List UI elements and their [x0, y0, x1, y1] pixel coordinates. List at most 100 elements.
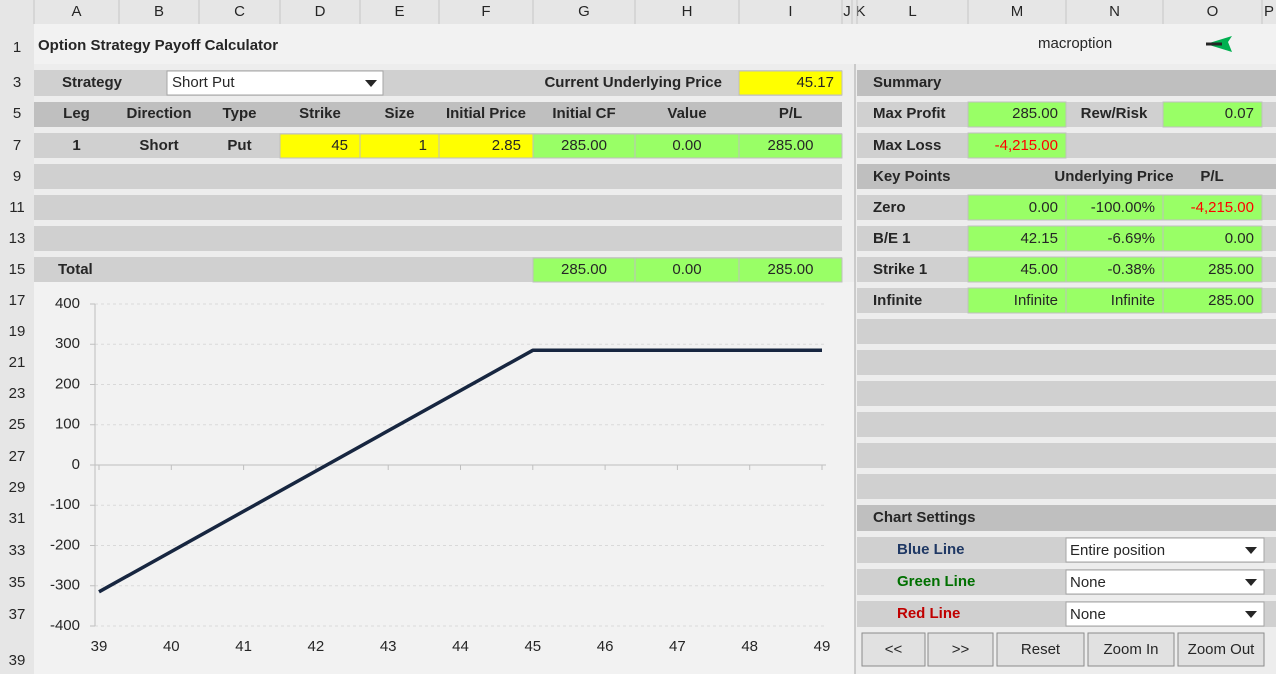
key-point-cell-bg	[967, 256, 1067, 283]
x-tick-label: 44	[452, 638, 469, 655]
x-tick-label: 41	[235, 638, 252, 655]
button-label[interactable]: Reset	[1021, 641, 1061, 658]
legs-header: Initial CF	[552, 105, 615, 122]
setting-value[interactable]: None	[1070, 606, 1106, 623]
y-tick-label: -400	[50, 617, 80, 634]
row-header: 7	[13, 137, 21, 154]
empty-row-band	[857, 319, 1276, 344]
key-point-cell-bg	[1162, 194, 1263, 221]
summary-title: Summary	[873, 74, 942, 91]
button[interactable]	[861, 632, 926, 667]
key-point-cell-bg	[1065, 225, 1164, 252]
setting-value[interactable]: Entire position	[1070, 542, 1165, 559]
column-header: M	[1011, 3, 1024, 20]
key-point-value: -4,215.00	[1191, 199, 1254, 216]
button-label[interactable]: Zoom In	[1103, 641, 1158, 658]
empty-row-band	[34, 164, 842, 189]
key-points-band	[857, 164, 1276, 189]
row-header: 33	[9, 542, 26, 559]
key-point-cell-bg	[1162, 256, 1263, 283]
column-header: N	[1109, 3, 1120, 20]
chart-settings-band	[857, 505, 1276, 531]
row-header: 37	[9, 606, 26, 623]
legs-header: Value	[667, 105, 706, 122]
row-header: 5	[13, 105, 21, 122]
setting-dropdown[interactable]	[1065, 537, 1265, 563]
setting-value[interactable]: None	[1070, 574, 1106, 591]
leg-cell: 1	[72, 137, 80, 154]
key-point-cell-bg	[1065, 287, 1164, 314]
x-tick-label: 47	[669, 638, 686, 655]
leg-cell-bg	[359, 133, 440, 159]
leg-cell-bg	[279, 133, 361, 159]
button[interactable]	[1177, 632, 1265, 667]
payoff-line	[98, 348, 822, 594]
key-point-value: -6.69%	[1107, 230, 1155, 247]
leg-cell: Short	[139, 137, 178, 154]
setting-dropdown[interactable]	[1065, 569, 1265, 595]
key-point-value: 285.00	[1208, 261, 1254, 278]
key-point-cell-bg	[1162, 225, 1263, 252]
column-header: L	[908, 3, 916, 20]
key-points-header: Underlying Price	[1054, 168, 1173, 185]
column-header: B	[154, 3, 164, 20]
x-tick-label: 45	[524, 638, 541, 655]
button[interactable]	[996, 632, 1085, 667]
row-header: 31	[9, 510, 26, 527]
leg-cell: 1	[419, 137, 427, 154]
column-header: I	[788, 3, 792, 20]
key-points-header: P/L	[1200, 168, 1223, 185]
row-header: 39	[9, 652, 26, 669]
strategy-dropdown[interactable]	[166, 70, 384, 96]
strategy-value[interactable]: Short Put	[172, 74, 235, 91]
row-header: 21	[9, 354, 26, 371]
total-cell-bg	[634, 257, 740, 283]
row-header: 29	[9, 479, 26, 496]
setting-dropdown[interactable]	[1065, 601, 1265, 627]
key-point-value: -0.38%	[1107, 261, 1155, 278]
empty-row-band	[857, 412, 1276, 437]
total-cell: 285.00	[561, 261, 607, 278]
x-tick-label: 39	[91, 638, 108, 655]
key-point-cell-bg	[1162, 287, 1263, 314]
y-tick-label: 100	[55, 416, 80, 433]
column-header: F	[481, 3, 490, 20]
leg-cell-bg	[634, 133, 740, 159]
chart-area	[34, 282, 855, 674]
leg-cell: 2.85	[492, 137, 521, 154]
empty-row-band	[857, 443, 1276, 468]
legs-header: Strike	[299, 105, 341, 122]
key-point-value: 45.00	[1020, 261, 1058, 278]
key-point-value: 42.15	[1020, 230, 1058, 247]
empty-row-band	[34, 226, 842, 251]
button-label[interactable]: >>	[952, 641, 970, 658]
column-header: C	[234, 3, 245, 20]
leg-cell: 45	[331, 137, 348, 154]
key-point-label: Strike 1	[873, 261, 927, 278]
x-tick-label: 40	[163, 638, 180, 655]
key-point-cell-bg	[1065, 194, 1164, 221]
row-header: 1	[13, 39, 21, 56]
leg-cell: 0.00	[672, 137, 701, 154]
x-tick-label: 43	[380, 638, 397, 655]
legs-header: Leg	[63, 105, 90, 122]
summary-band	[857, 70, 1276, 96]
button-label[interactable]: <<	[885, 641, 903, 658]
total-cell-bg	[532, 257, 636, 283]
row-header: 13	[9, 230, 26, 247]
row-header: 23	[9, 385, 26, 402]
button[interactable]	[927, 632, 994, 667]
y-tick-label: 0	[72, 456, 80, 473]
legs-header: Direction	[126, 105, 191, 122]
button[interactable]	[1087, 632, 1175, 667]
row-header: 9	[13, 168, 21, 185]
key-point-value: Infinite	[1111, 292, 1155, 309]
button-label[interactable]: Zoom Out	[1188, 641, 1256, 658]
key-point-value: Infinite	[1014, 292, 1058, 309]
y-tick-label: 300	[55, 335, 80, 352]
key-point-label: Infinite	[873, 292, 922, 309]
column-header: O	[1207, 3, 1219, 20]
legs-header: P/L	[779, 105, 802, 122]
dropdown-arrow	[1245, 611, 1257, 618]
